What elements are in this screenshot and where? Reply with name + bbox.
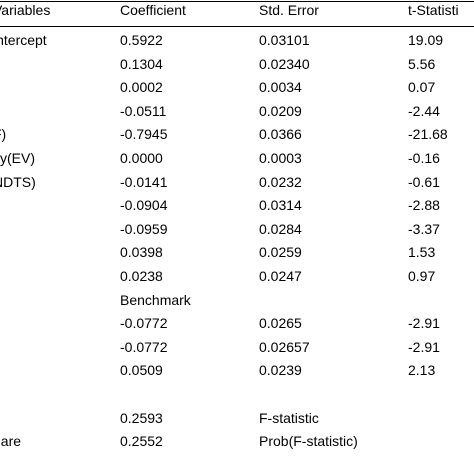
- t-statistic-cell: -0.61: [408, 174, 440, 190]
- std-error-cell: 0.02340: [259, 56, 310, 72]
- coefficient-cell: 0.0398: [120, 244, 163, 260]
- std-error-cell: Prob(F-statistic): [259, 433, 358, 449]
- coefficient-cell: 0.2593: [120, 410, 163, 426]
- t-statistic-cell: -2.88: [408, 197, 440, 213]
- coefficient-cell: -0.0959: [120, 221, 168, 237]
- coefficient-cell: -0.0904: [120, 197, 168, 213]
- t-statistic-cell: -21.68: [408, 126, 448, 142]
- header-coefficient: Coefficient: [120, 2, 186, 18]
- coefficient-cell: 0.1304: [120, 56, 163, 72]
- std-error-cell: 0.0239: [259, 362, 302, 378]
- std-error-cell: 0.0034: [259, 79, 302, 95]
- std-error-cell: 0.0314: [259, 197, 302, 213]
- coefficient-cell: 0.2552: [120, 433, 163, 449]
- std-error-cell: 0.0259: [259, 244, 302, 260]
- std-error-cell: 0.0265: [259, 315, 302, 331]
- coefficient-cell: -0.0141: [120, 174, 168, 190]
- std-error-cell: 0.0003: [259, 150, 302, 166]
- header-rule: [0, 26, 474, 27]
- std-error-cell: 0.0284: [259, 221, 302, 237]
- std-error-cell: 0.0366: [259, 126, 302, 142]
- coefficient-cell: -0.7945: [120, 126, 168, 142]
- table-top-rule: [0, 1, 474, 2]
- t-statistic-cell: 5.56: [408, 56, 436, 72]
- variable-cell: F): [0, 126, 7, 142]
- std-error-cell: 0.0232: [259, 174, 302, 190]
- variable-cell: ity(EV): [0, 150, 35, 166]
- coefficient-cell: -0.0772: [120, 315, 168, 331]
- variable-cell: NDTS): [0, 174, 36, 190]
- coefficient-cell: 0.0002: [120, 79, 163, 95]
- t-statistic-cell: 1.53: [408, 244, 436, 260]
- t-statistic-cell: 2.13: [408, 362, 436, 378]
- std-error-cell: 0.03101: [259, 32, 310, 48]
- t-statistic-cell: -2.91: [408, 315, 440, 331]
- t-statistic-cell: -3.37: [408, 221, 440, 237]
- t-statistic-cell: 19.09: [408, 32, 444, 48]
- std-error-cell: 0.02657: [259, 339, 310, 355]
- header-variables: Variables: [0, 2, 51, 18]
- std-error-cell: 0.0209: [259, 103, 302, 119]
- coefficient-cell: -0.0772: [120, 339, 168, 355]
- header-t-statistic: t-Statisti: [408, 2, 459, 18]
- t-statistic-cell: 0.07: [408, 79, 436, 95]
- coefficient-cell: 0.0509: [120, 362, 163, 378]
- std-error-cell: 0.0247: [259, 268, 302, 284]
- t-statistic-cell: -2.44: [408, 103, 440, 119]
- coefficient-cell: Benchmark: [120, 292, 191, 308]
- coefficient-cell: 0.5922: [120, 32, 163, 48]
- header-std-error: Std. Error: [259, 2, 319, 18]
- std-error-cell: F-statistic: [259, 410, 319, 426]
- coefficient-cell: -0.0511: [120, 103, 167, 119]
- t-statistic-cell: 0.97: [408, 268, 436, 284]
- t-statistic-cell: -0.16: [408, 150, 440, 166]
- variable-cell: uare: [0, 433, 22, 449]
- t-statistic-cell: -2.91: [408, 339, 440, 355]
- coefficient-cell: 0.0000: [120, 150, 163, 166]
- coefficient-cell: 0.0238: [120, 268, 163, 284]
